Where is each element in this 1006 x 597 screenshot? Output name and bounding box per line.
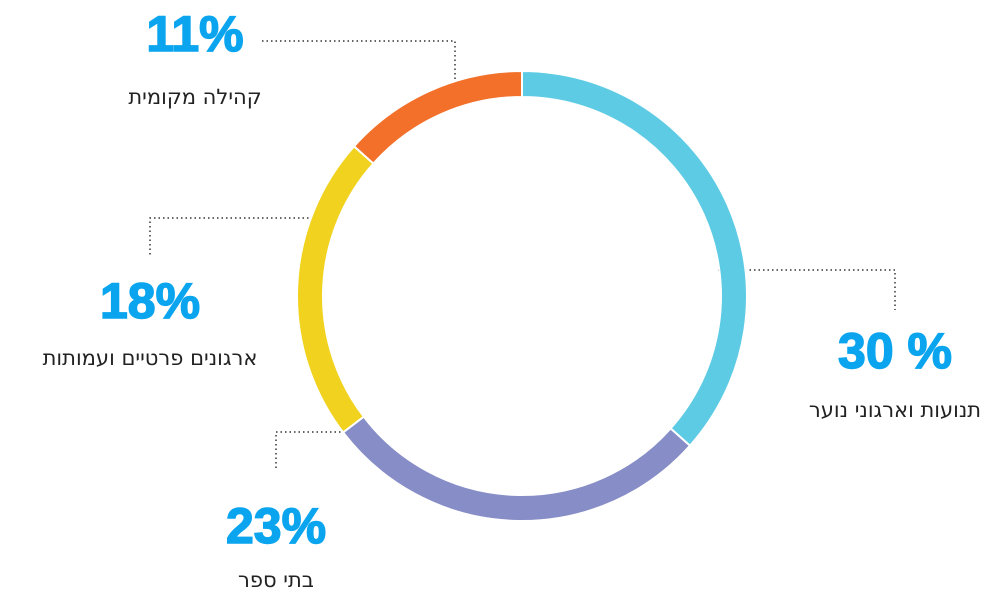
leader-lines xyxy=(149,40,896,470)
donut-segment xyxy=(352,69,523,166)
leader-line xyxy=(275,431,372,470)
category-label: בתי ספר xyxy=(238,568,314,592)
percent-label: 18% xyxy=(100,273,200,329)
donut-segment xyxy=(341,415,692,522)
category-label: קהילה מקומית xyxy=(128,85,261,109)
category-label: ארגונים פרטיים ועמותות xyxy=(43,346,258,370)
donut-segment xyxy=(521,69,748,448)
donut-segment xyxy=(296,144,375,434)
leader-line xyxy=(718,269,896,310)
category-label: תנועות וארגוני נוער xyxy=(809,398,981,422)
percent-label: 23% xyxy=(226,498,326,554)
percent-label: 30 % xyxy=(838,323,952,379)
leader-line xyxy=(149,217,340,255)
leader-line xyxy=(262,40,456,108)
percent-label: 11% xyxy=(146,6,243,62)
